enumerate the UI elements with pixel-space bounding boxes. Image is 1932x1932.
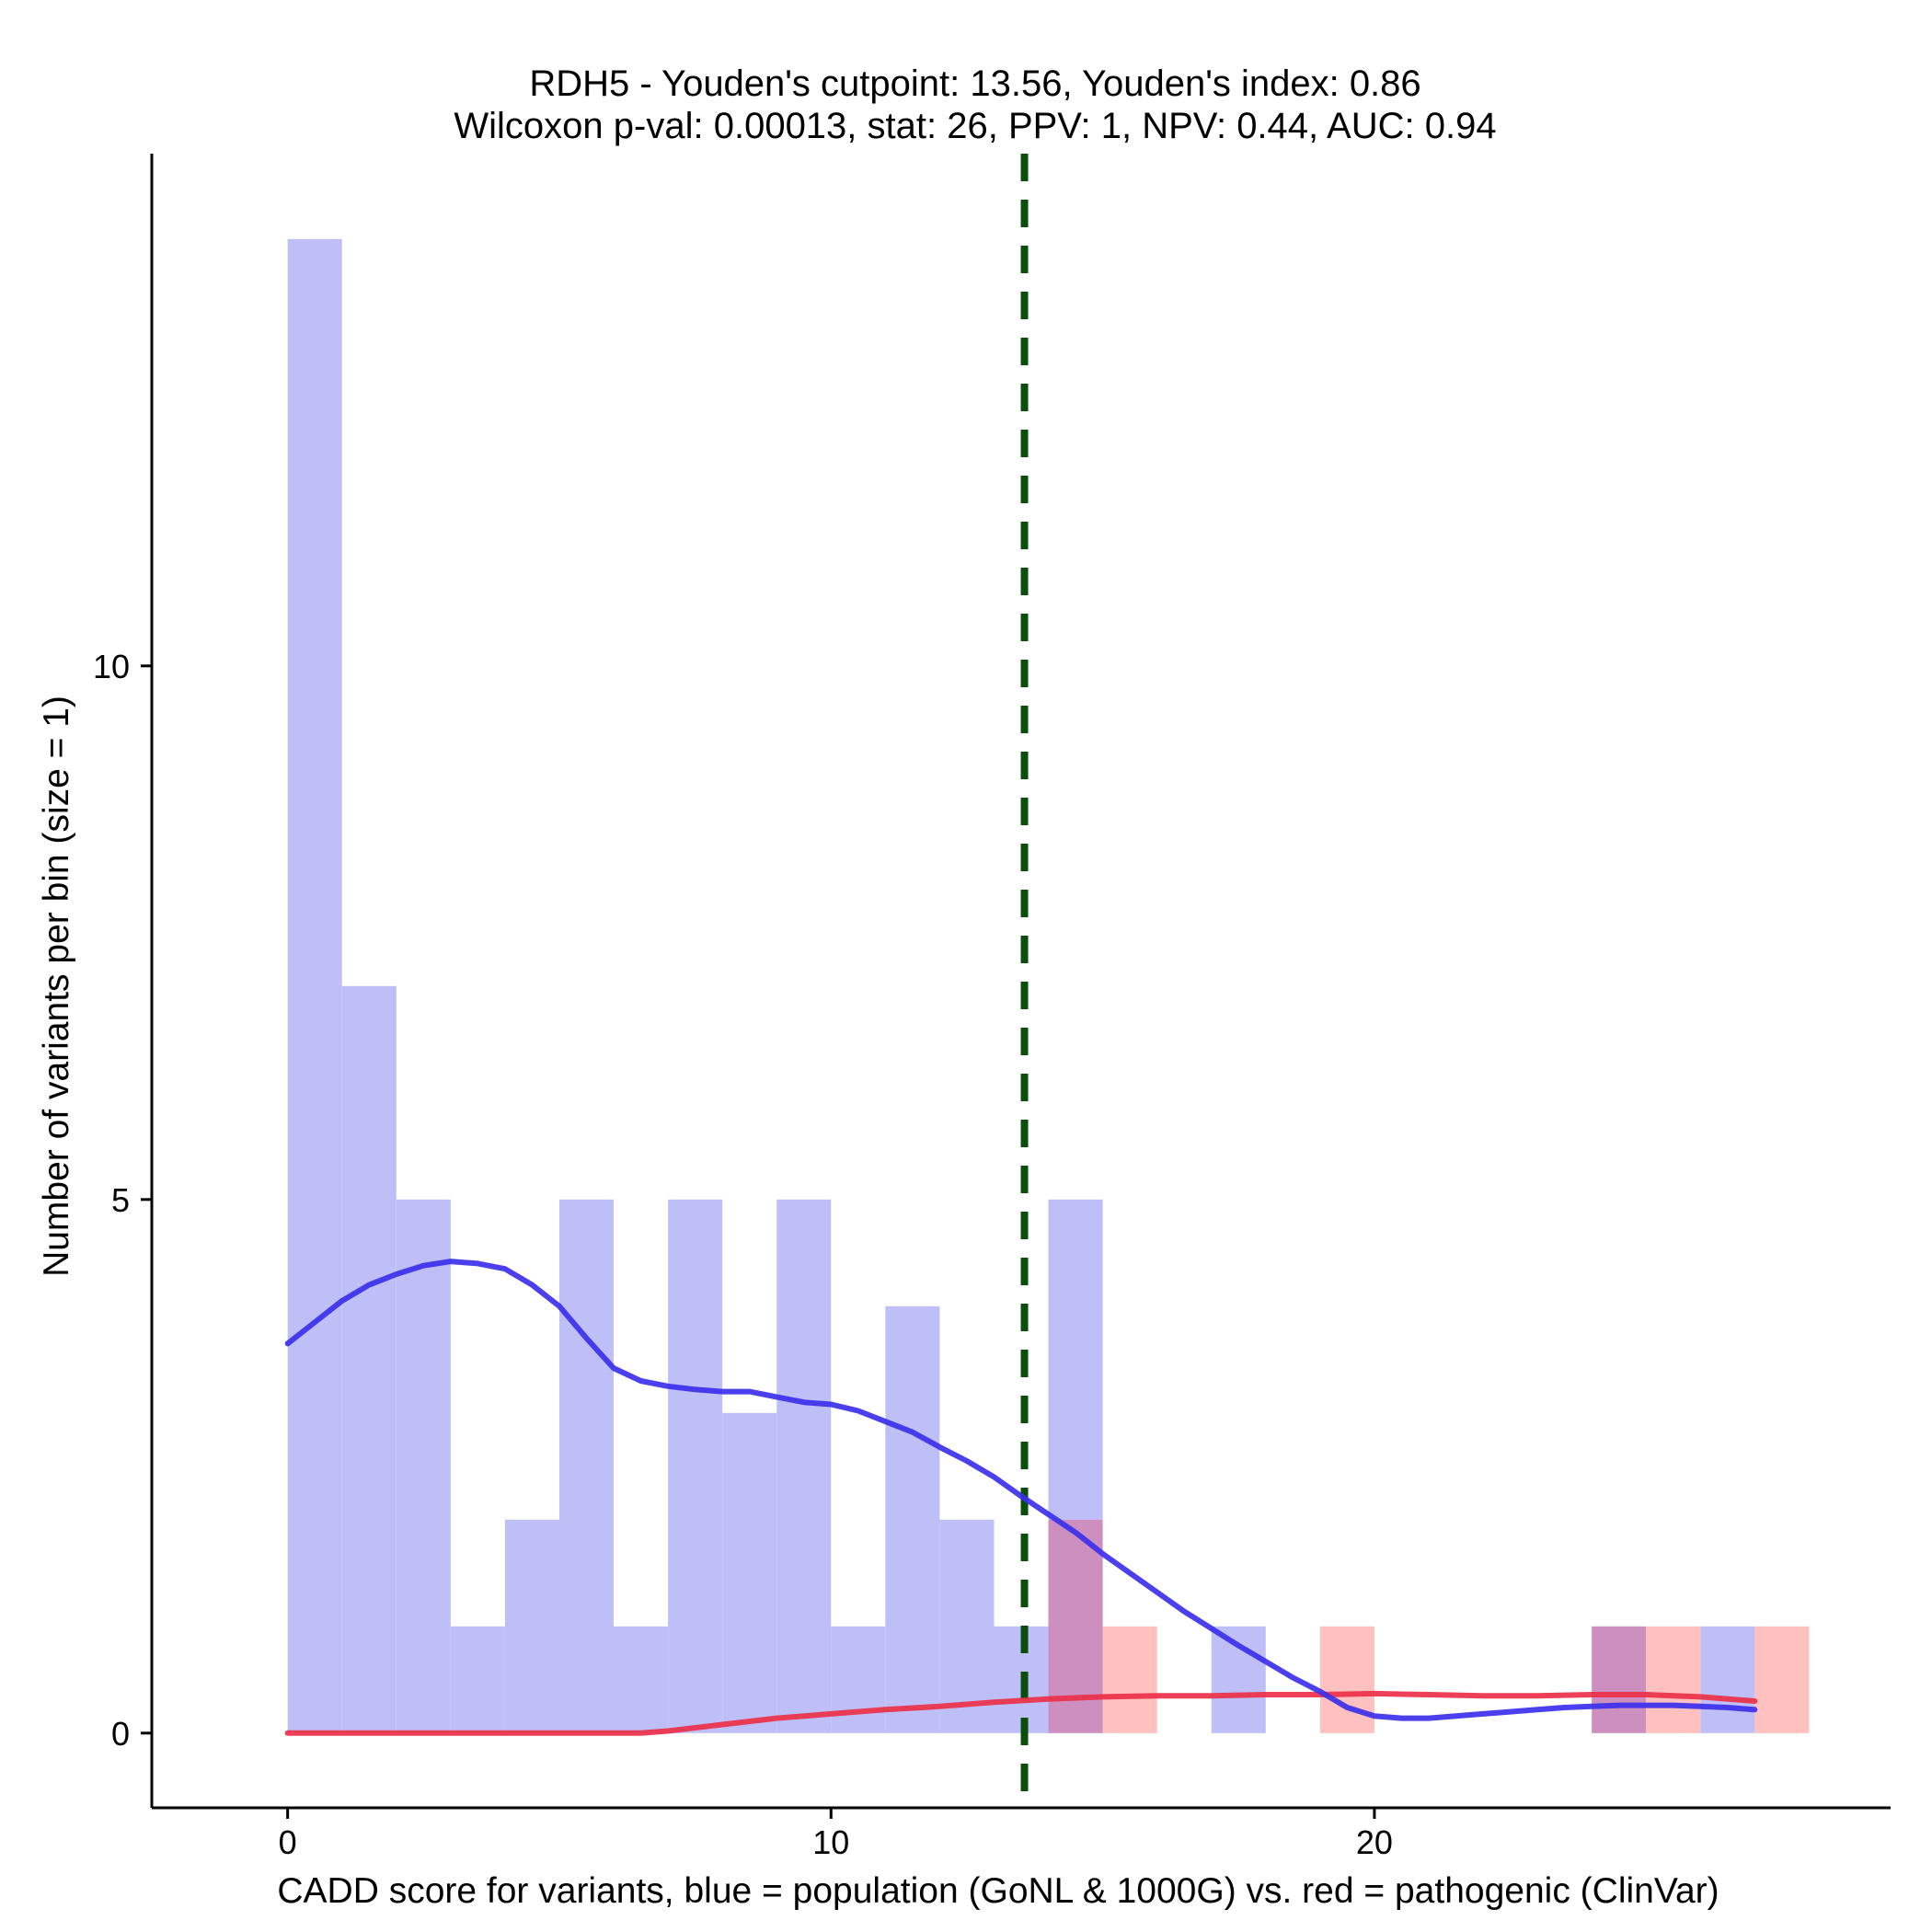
y-tick-label: 10 (93, 648, 130, 685)
population-bar (1048, 1199, 1103, 1520)
population-bar (341, 985, 397, 1733)
population-bar (1700, 1626, 1755, 1733)
population-bar (668, 1199, 723, 1733)
pathogenic-bar (1646, 1626, 1701, 1733)
population-bar (722, 1412, 777, 1733)
y-tick-label: 0 (111, 1715, 130, 1753)
x-tick-label: 10 (812, 1823, 849, 1861)
population-density-line (284, 1259, 1758, 1721)
population-bar (614, 1626, 669, 1733)
population-bar (450, 1626, 505, 1733)
population-bar (885, 1305, 940, 1733)
x-tick-label: 20 (1356, 1823, 1393, 1861)
population-bar (831, 1626, 886, 1733)
axes (141, 154, 1891, 1819)
y-axis-label: Number of variants per bin (size = 1) (37, 696, 76, 1277)
pathogenic-bar (1319, 1626, 1374, 1733)
overlap-bar (1592, 1626, 1647, 1733)
density-lines (284, 154, 1758, 1808)
chart-title-line-2: Wilcoxon p-val: 0.00013, stat: 26, PPV: … (454, 106, 1496, 146)
population-bar (504, 1519, 559, 1733)
population-bar (939, 1519, 995, 1733)
y-tick-label: 5 (111, 1181, 130, 1219)
population-bar (287, 238, 342, 1733)
population-bars (287, 238, 1755, 1733)
population-bar (396, 1199, 451, 1733)
pathogenic-bar (1102, 1626, 1157, 1733)
chart-title-line-1: RDH5 - Youden's cutpoint: 13.56, Youden'… (529, 63, 1420, 104)
population-bar (776, 1199, 832, 1733)
x-axis-label: CADD score for variants, blue = populati… (277, 1871, 1719, 1911)
pathogenic-bar (1754, 1626, 1810, 1733)
tick-labels: 0 10 20 0 5 10 (93, 648, 1393, 1861)
pathogenic-bars (1102, 1626, 1810, 1733)
population-bar (558, 1199, 615, 1733)
pathogenic-density-line (284, 1690, 1758, 1736)
x-tick-label: 0 (279, 1823, 297, 1861)
